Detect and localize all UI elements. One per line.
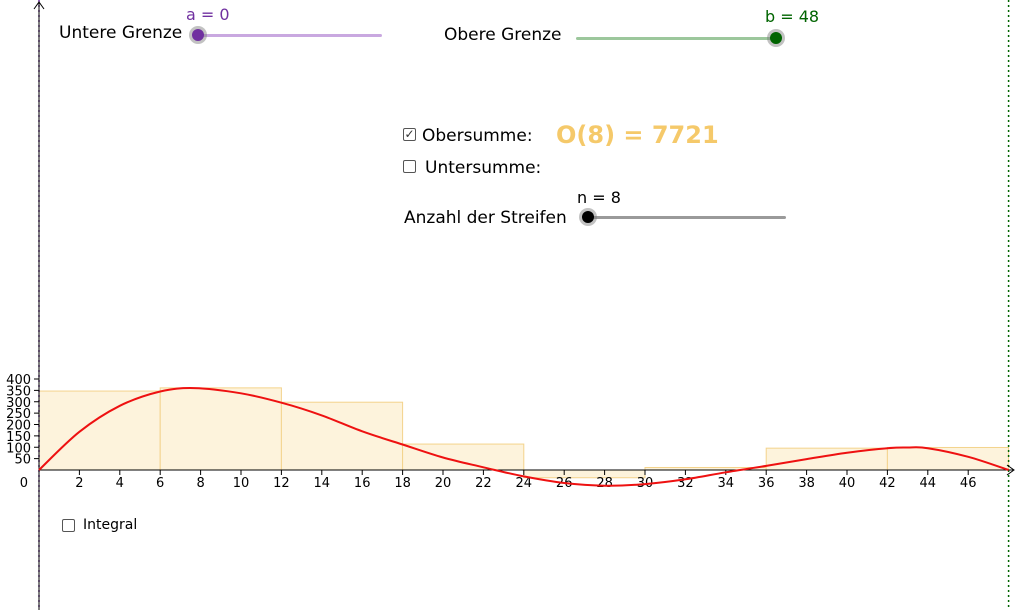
upper-sum-rectangle-7	[765, 447, 888, 471]
x-tick-label: 20	[435, 476, 452, 491]
upper-sum-rectangle-4	[402, 443, 525, 471]
y-tick-label: 400	[6, 373, 31, 388]
lower-bound-value: a = 0	[186, 5, 230, 24]
y-tick-label: 200	[6, 419, 31, 434]
x-tick-label: 10	[233, 476, 250, 491]
upper-sum-result: O(8) = 7721	[556, 121, 719, 149]
lower-bound-slider-knob[interactable]	[192, 29, 204, 41]
x-tick-label: 18	[394, 476, 411, 491]
upper-sum-rectangle-3	[280, 401, 404, 471]
origin-label: 0	[20, 476, 28, 491]
x-tick-label: 2	[75, 476, 83, 491]
x-tick-label: 42	[879, 476, 896, 491]
x-tick-label: 6	[156, 476, 164, 491]
x-tick-label: 4	[116, 476, 124, 491]
lower-bound-slider-track[interactable]	[198, 34, 382, 37]
lower-sum-checkbox[interactable]	[403, 160, 416, 173]
upper-sum-rectangle-8	[886, 446, 1010, 471]
boundary-lines	[38, 0, 1010, 610]
strip-count-value: n = 8	[577, 188, 621, 207]
upper-bound-slider-track[interactable]	[576, 37, 776, 40]
x-tick-label: 46	[960, 476, 977, 491]
upper-sum-rectangle-5	[523, 469, 646, 479]
lower-sum-label: Untersumme:	[425, 158, 542, 178]
upper-bound-label: Obere Grenze	[444, 25, 562, 45]
x-tick-label: 8	[196, 476, 204, 491]
upper-sum-rectangle-2	[159, 387, 282, 471]
upper-sum-rectangles	[38, 387, 1010, 479]
x-axis-arrow	[1006, 464, 1015, 476]
x-tick-label: 14	[314, 476, 331, 491]
integral-checkbox[interactable]	[62, 519, 75, 532]
y-tick-label: 100	[6, 441, 31, 456]
upper-sum-rectangle-1	[38, 390, 161, 471]
strip-count-slider-track[interactable]	[588, 216, 786, 219]
upper-sum-label: Obersumme:	[422, 126, 533, 146]
y-tick-label: 150	[6, 430, 31, 445]
x-tick-label: 40	[839, 476, 856, 491]
y-tick-label: 350	[6, 384, 31, 399]
x-tick-label: 12	[273, 476, 290, 491]
x-tick-label: 38	[798, 476, 815, 491]
x-tick-label: 34	[718, 476, 735, 491]
x-tick-label: 22	[475, 476, 492, 491]
y-tick-label: 50	[14, 453, 31, 468]
upper-bound-value: b = 48	[765, 7, 820, 26]
x-tick-label: 36	[758, 476, 775, 491]
axes	[33, 1, 1015, 610]
x-tick-label: 28	[596, 476, 613, 491]
y-tick-label: 250	[6, 407, 31, 422]
x-tick-label: 16	[354, 476, 371, 491]
strip-count-label: Anzahl der Streifen	[404, 208, 567, 228]
integral-label: Integral	[83, 517, 138, 533]
x-tick-label: 44	[920, 476, 937, 491]
y-axis-arrow	[33, 1, 45, 10]
upper-bound-slider-knob[interactable]	[770, 32, 782, 44]
upper-sum-checkbox[interactable]: ✓	[403, 127, 416, 141]
y-tick-label: 300	[6, 396, 31, 411]
strip-count-slider-knob[interactable]	[582, 211, 594, 223]
x-tick-label: 24	[516, 476, 533, 491]
function-graph[interactable]	[38, 387, 1009, 487]
lower-bound-label: Untere Grenze	[59, 23, 183, 43]
axis-ticks: 2 4 6 8 10 12 14 16 18 20 22 24 26 28 30 32 34 36 38 40 42 44…	[6, 373, 976, 491]
